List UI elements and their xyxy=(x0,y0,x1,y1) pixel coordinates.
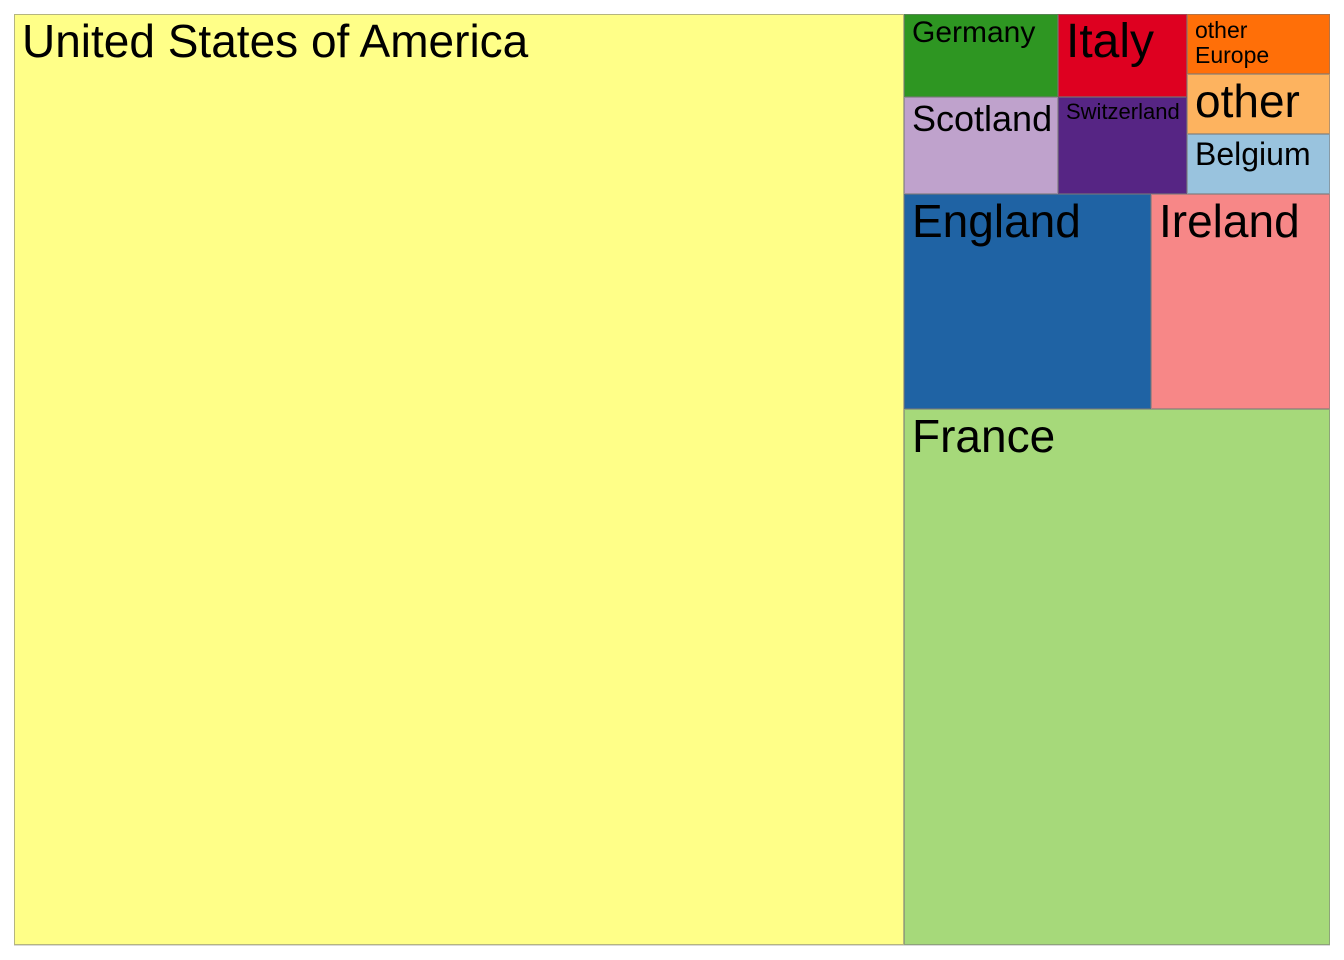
treemap-tile-other: other xyxy=(1187,74,1330,134)
treemap-tile-scotland: Scotland xyxy=(904,97,1058,194)
treemap-tile-france: France xyxy=(904,409,1330,945)
treemap-label-other: other xyxy=(1195,75,1300,127)
treemap-label-other-europe: other Europe xyxy=(1195,17,1270,68)
treemap-tile-other-europe: other Europe xyxy=(1187,14,1330,74)
treemap-label-scotland: Scotland xyxy=(912,98,1053,139)
treemap-tile-england: England xyxy=(904,194,1151,409)
treemap-label-italy: Italy xyxy=(1066,15,1155,68)
treemap-label-germany: Germany xyxy=(912,16,1036,49)
treemap-label-ireland: Ireland xyxy=(1159,195,1300,247)
treemap-label-england: England xyxy=(912,195,1081,247)
treemap-tile-switzerland: Switzerland xyxy=(1058,97,1187,194)
treemap-tile-germany: Germany xyxy=(904,14,1058,97)
treemap-label-switzerland: Switzerland xyxy=(1066,99,1180,124)
treemap-label-belgium: Belgium xyxy=(1195,136,1311,172)
treemap-label-france: France xyxy=(912,410,1056,462)
treemap-tile-belgium: Belgium xyxy=(1187,134,1330,194)
treemap-tile-ireland: Ireland xyxy=(1151,194,1330,409)
treemap-tile-united-states-of-america: United States of America xyxy=(14,14,904,945)
treemap-tile-italy: Italy xyxy=(1058,14,1187,97)
treemap-label-united-states-of-america: United States of America xyxy=(22,15,529,67)
